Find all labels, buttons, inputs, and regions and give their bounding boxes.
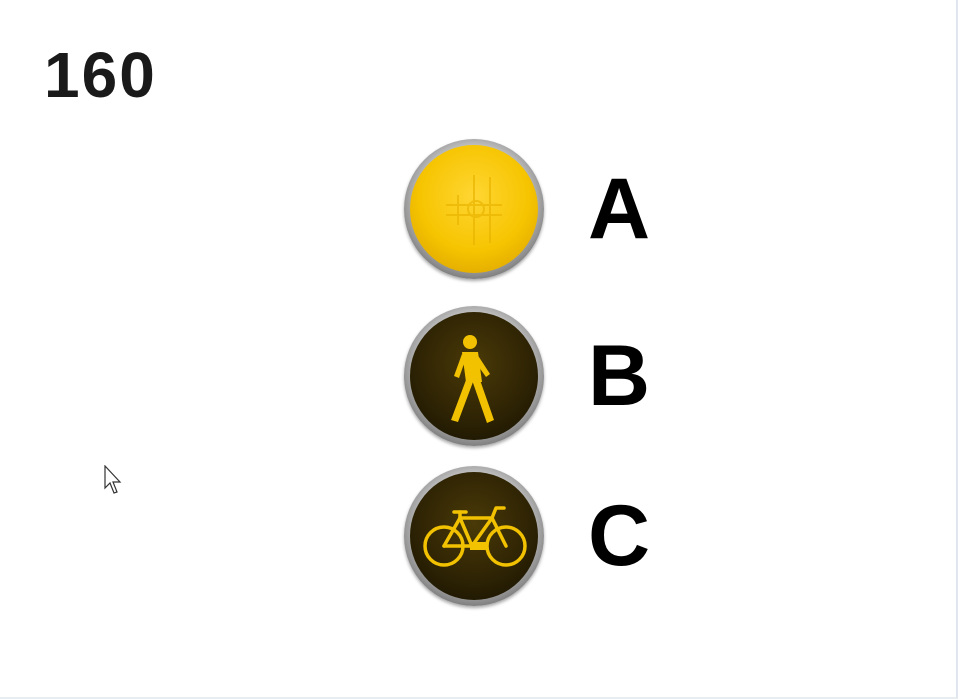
- signal-housing: [404, 466, 544, 606]
- answer-option-a[interactable]: A: [404, 139, 704, 281]
- question-number: 160: [44, 39, 157, 111]
- signal-housing: [404, 306, 544, 446]
- signal-housing: [404, 139, 544, 279]
- bicycle-icon: [410, 472, 538, 600]
- answer-option-b[interactable]: B: [404, 306, 704, 448]
- option-letter: B: [588, 328, 651, 424]
- mouse-pointer-icon: [104, 464, 124, 500]
- option-letter: C: [588, 488, 651, 584]
- option-letter: A: [588, 161, 651, 257]
- pedestrian-icon: [410, 312, 538, 440]
- plain-yellow-light-icon: [410, 145, 538, 273]
- answer-option-c[interactable]: C: [404, 466, 704, 608]
